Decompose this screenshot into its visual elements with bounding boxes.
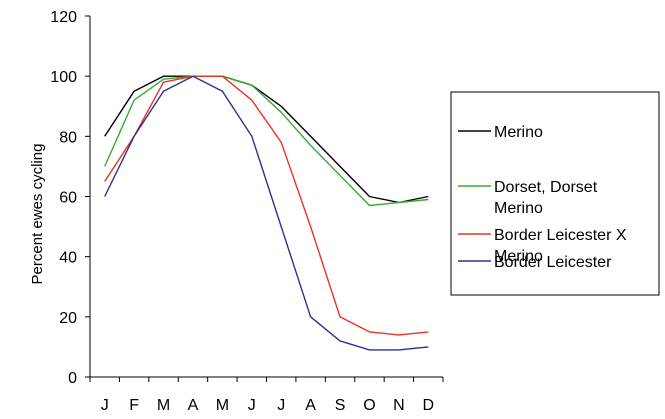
series-line-2 xyxy=(104,75,429,207)
y-axis-title: Percent ewes cycling xyxy=(29,144,46,285)
x-tick-label: A xyxy=(305,397,316,414)
x-tick-label: J xyxy=(248,397,256,414)
y-tick-label: 20 xyxy=(59,310,77,327)
x-tick-label: N xyxy=(393,397,405,414)
legend-label-3-line-1: Border Leicester X xyxy=(494,227,627,244)
x-tick-label: J xyxy=(101,397,109,414)
y-tick-label: 40 xyxy=(59,250,77,267)
y-tick-label: 80 xyxy=(59,129,77,146)
y-tick-label: 120 xyxy=(50,9,77,26)
x-tick-label: D xyxy=(423,397,435,414)
x-tick-label: J xyxy=(277,397,285,414)
y-tick-label: 0 xyxy=(68,370,77,387)
x-tick-label: F xyxy=(129,397,139,414)
legend-label-2-line-1: Dorset, Dorset xyxy=(494,179,598,196)
legend-label-2-line-2: Merino xyxy=(494,200,543,217)
x-tick-label: M xyxy=(157,397,170,414)
x-tick-label: A xyxy=(188,397,199,414)
series-line-3 xyxy=(104,75,429,336)
series-line-4 xyxy=(104,75,429,351)
x-tick-label: O xyxy=(363,397,375,414)
legend-label-1: Merino xyxy=(494,124,543,141)
legend-label-3-line-2: Merino xyxy=(494,248,543,265)
x-tick-label: S xyxy=(335,397,346,414)
series-line-1 xyxy=(104,75,429,204)
y-tick-label: 60 xyxy=(59,190,77,207)
y-tick-label: 100 xyxy=(50,69,77,86)
x-tick-label: M xyxy=(216,397,229,414)
legend-label-4: Border Leicester xyxy=(494,254,612,271)
